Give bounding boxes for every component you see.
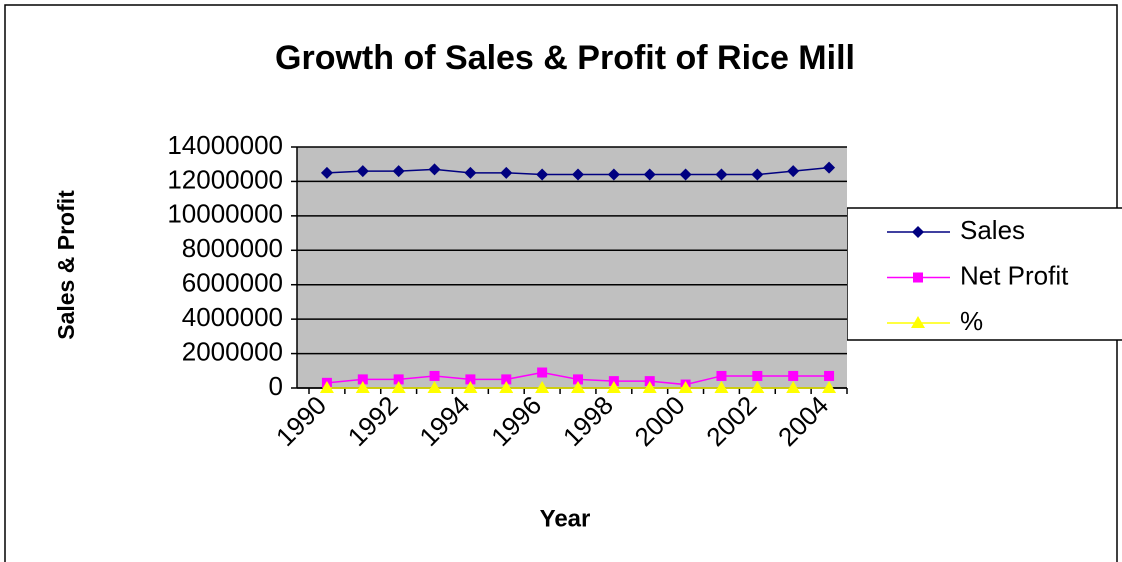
legend-label: Net Profit bbox=[960, 260, 1069, 290]
marker bbox=[535, 381, 550, 393]
marker bbox=[391, 381, 406, 393]
marker bbox=[427, 381, 442, 393]
marker bbox=[911, 316, 925, 328]
marker bbox=[501, 374, 512, 385]
y-tick-label: 10000000 bbox=[167, 199, 283, 229]
y-tick-label: 6000000 bbox=[182, 268, 283, 298]
y-tick-label: 8000000 bbox=[182, 233, 283, 263]
marker bbox=[788, 370, 799, 381]
marker bbox=[536, 168, 549, 181]
marker bbox=[537, 367, 548, 378]
marker bbox=[678, 381, 693, 393]
marker bbox=[465, 374, 476, 385]
marker bbox=[355, 381, 370, 393]
marker bbox=[715, 168, 728, 181]
marker bbox=[823, 161, 836, 174]
y-tick-label: 14000000 bbox=[167, 130, 283, 160]
marker bbox=[642, 381, 657, 393]
marker bbox=[607, 168, 620, 181]
marker bbox=[822, 381, 837, 393]
y-tick-label: 12000000 bbox=[167, 164, 283, 194]
marker bbox=[714, 381, 729, 393]
marker bbox=[356, 165, 369, 178]
marker bbox=[428, 163, 441, 176]
marker bbox=[464, 166, 477, 179]
marker bbox=[912, 226, 924, 238]
y-tick-label: 4000000 bbox=[182, 302, 283, 332]
marker bbox=[786, 381, 801, 393]
y-axis-label: Sales & Profit bbox=[53, 190, 79, 340]
legend-box bbox=[846, 207, 1122, 341]
marker bbox=[571, 381, 585, 393]
legend-label: % bbox=[960, 306, 983, 336]
y-tick-label: 0 bbox=[269, 371, 283, 401]
marker bbox=[716, 370, 727, 381]
plot-area bbox=[297, 147, 847, 388]
marker bbox=[750, 381, 765, 393]
marker bbox=[319, 381, 334, 393]
marker bbox=[643, 168, 656, 181]
marker bbox=[572, 168, 584, 181]
marker bbox=[320, 166, 333, 179]
chart-title: Growth of Sales & Profit of Rice Mill bbox=[275, 39, 855, 77]
marker bbox=[429, 370, 440, 381]
marker bbox=[392, 165, 405, 178]
marker bbox=[500, 166, 513, 179]
marker bbox=[752, 370, 763, 381]
marker bbox=[606, 381, 621, 393]
marker bbox=[499, 381, 514, 393]
marker bbox=[357, 374, 368, 385]
marker bbox=[913, 272, 923, 283]
marker bbox=[751, 168, 764, 181]
y-tick-label: 2000000 bbox=[182, 336, 283, 366]
marker bbox=[393, 374, 404, 385]
marker bbox=[787, 165, 800, 178]
marker bbox=[573, 374, 583, 385]
x-axis-label: Year bbox=[540, 505, 591, 532]
legend-label: Sales bbox=[960, 215, 1025, 245]
marker bbox=[824, 370, 835, 381]
marker bbox=[679, 168, 692, 181]
marker bbox=[463, 381, 478, 393]
